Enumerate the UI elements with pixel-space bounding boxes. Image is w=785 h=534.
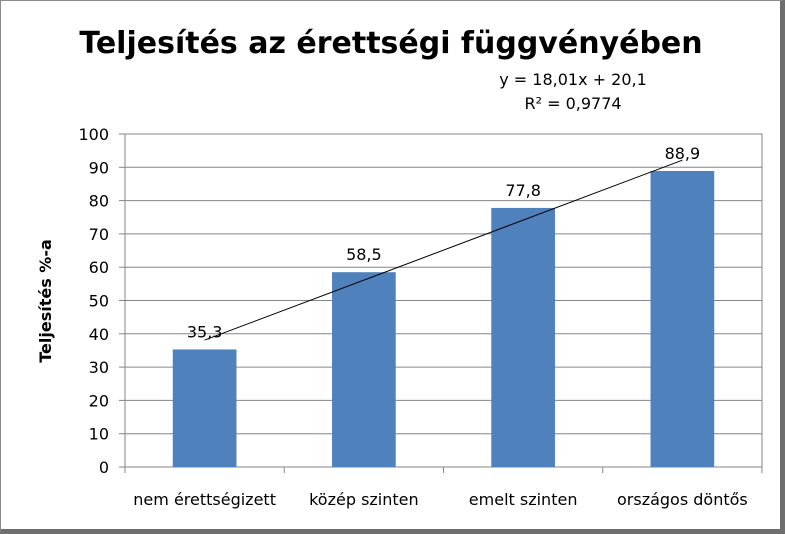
y-tick-label: 60 bbox=[89, 258, 109, 277]
data-labels: 35,3 58,5 77,8 88,9 bbox=[187, 144, 700, 341]
trendline bbox=[204, 159, 683, 341]
bars bbox=[172, 170, 715, 467]
y-tick-label: 80 bbox=[89, 192, 109, 211]
y-tick-labels: 0 10 20 30 40 50 60 70 80 90 100 bbox=[78, 125, 109, 477]
y-tick-label: 70 bbox=[89, 225, 109, 244]
bar bbox=[650, 170, 715, 467]
x-tick-label: közép szinten bbox=[309, 490, 419, 509]
y-axis-label: Teljesítés %-a bbox=[36, 239, 55, 363]
chart-title: Teljesítés az érettségi függvényében bbox=[79, 26, 702, 61]
y-tick-label: 90 bbox=[89, 158, 109, 177]
x-tick-label: országos döntős bbox=[617, 490, 748, 509]
data-label: 88,9 bbox=[665, 144, 701, 163]
trendline-equation: y = 18,01x + 20,1 bbox=[499, 70, 647, 89]
y-tick-label: 20 bbox=[89, 391, 109, 410]
data-label: 35,3 bbox=[187, 322, 223, 341]
x-tick-label: emelt szinten bbox=[469, 490, 578, 509]
data-label: 58,5 bbox=[346, 245, 382, 264]
bar bbox=[172, 349, 237, 467]
trendline-layer bbox=[204, 159, 683, 341]
x-tick-labels: nem érettségizett közép szinten emelt szin… bbox=[133, 490, 747, 509]
trendline-r-squared: R² = 0,9774 bbox=[524, 94, 621, 113]
x-tick-label: nem érettségizett bbox=[133, 490, 276, 509]
y-tick-label: 0 bbox=[99, 458, 109, 477]
y-tick-label: 40 bbox=[89, 325, 109, 344]
data-label: 77,8 bbox=[505, 181, 541, 200]
y-tick-label: 50 bbox=[89, 292, 109, 311]
bar bbox=[332, 272, 396, 467]
y-tick-label: 100 bbox=[78, 125, 109, 144]
bar bbox=[491, 207, 555, 467]
y-tick-label: 30 bbox=[89, 358, 109, 377]
y-tick-label: 10 bbox=[89, 425, 109, 444]
